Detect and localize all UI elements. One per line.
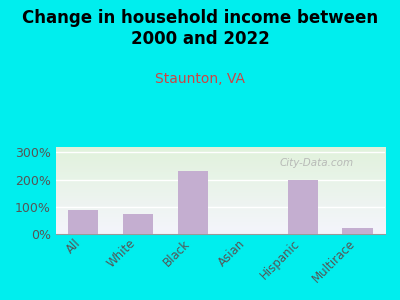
Text: City-Data.com: City-Data.com: [280, 158, 354, 167]
Text: Staunton, VA: Staunton, VA: [155, 72, 245, 86]
Bar: [342, 228, 373, 234]
Bar: [68, 210, 98, 234]
Text: Change in household income between
2000 and 2022: Change in household income between 2000 …: [22, 9, 378, 48]
Bar: [178, 170, 208, 234]
Bar: [288, 180, 318, 234]
Bar: [123, 214, 153, 234]
